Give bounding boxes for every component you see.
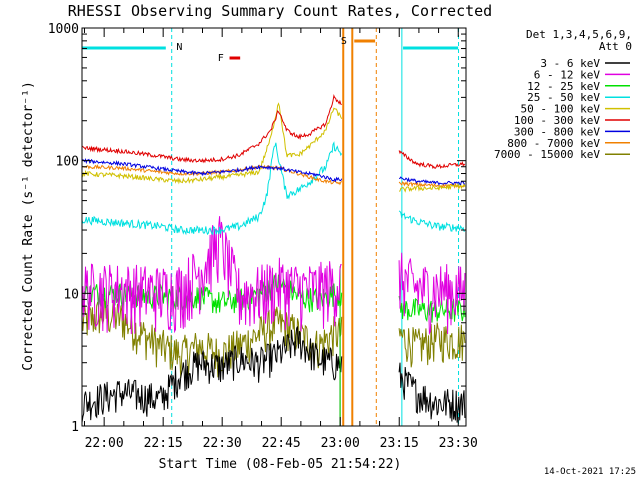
series-8-trace-0 [81, 297, 343, 379]
series-8-trace-1 [398, 322, 466, 368]
plot-frame [81, 27, 467, 427]
legend-header-line-2: Att 0 [599, 40, 632, 53]
y-axis: 1 10 100 1000 [48, 22, 466, 435]
x-tick-label: 22:15 [144, 436, 183, 451]
x-axis-label: Start Time (08-Feb-05 21:54:22) [159, 457, 402, 472]
x-tick-label: 22:45 [262, 436, 301, 451]
y-tick-label: 10 [63, 287, 79, 302]
x-tick-label: 22:00 [85, 436, 124, 451]
series-4-trace-1 [398, 182, 466, 193]
series-4 [81, 102, 466, 193]
legend-entry-label: 100 - 300 keV [514, 114, 600, 127]
footer-date: 14-Oct-2021 17:25 [544, 467, 636, 477]
series-3-trace-1 [398, 210, 465, 232]
legend-entry-label: 50 - 100 keV [521, 103, 601, 116]
y-tick-label: 1 [71, 420, 79, 435]
series-5 [81, 94, 466, 170]
series-3-trace-0 [81, 141, 343, 236]
series-6-trace-1 [398, 176, 466, 186]
x-axis: 22:00 22:15 22:30 22:45 23:00 23:15 23:30 [83, 28, 478, 451]
legend-entry-label: 3 - 6 keV [540, 57, 600, 70]
series-1-trace-1 [398, 252, 466, 336]
series-5-trace-0 [81, 94, 342, 164]
series-6 [81, 158, 466, 186]
series-7-trace-0 [81, 164, 343, 186]
x-tick-label: 23:15 [380, 436, 419, 451]
series-0-trace-0 [81, 325, 343, 423]
series-3 [81, 141, 465, 236]
series-5-trace-1 [398, 150, 466, 170]
y-tick-label: 1000 [48, 22, 79, 37]
series-6-trace-0 [81, 158, 343, 183]
legend-entry-label: 6 - 12 keV [534, 68, 601, 81]
y-axis-label: Corrected Count Rate (s⁻¹ detector⁻¹) [21, 81, 36, 371]
chart-title: RHESSI Observing Summary Count Rates, Co… [68, 2, 492, 20]
series-8 [81, 297, 466, 379]
legend-entry-label: 25 - 50 keV [527, 91, 600, 104]
series-4-trace-0 [81, 102, 343, 185]
legend-entry-label: 300 - 800 keV [514, 125, 600, 138]
x-tick-label: 22:30 [203, 436, 242, 451]
series-0-trace-1 [398, 362, 466, 423]
x-tick-label: 23:30 [439, 436, 478, 451]
x-tick-label: 23:00 [321, 436, 360, 451]
flare-flag-label: F [218, 53, 224, 64]
y-tick-label: 100 [56, 155, 79, 170]
legend-entry-label: 7000 - 15000 keV [494, 148, 600, 161]
plot-area: N F S [81, 28, 466, 426]
night-flag-label: N [176, 42, 182, 53]
legend-entry-label: 800 - 7000 keV [507, 137, 600, 150]
legend-header-line-1: Det 1,3,4,5,6,9, [526, 28, 632, 41]
legend-entry-label: 12 - 25 keV [527, 80, 600, 93]
saa-flag-label: S [341, 36, 347, 47]
